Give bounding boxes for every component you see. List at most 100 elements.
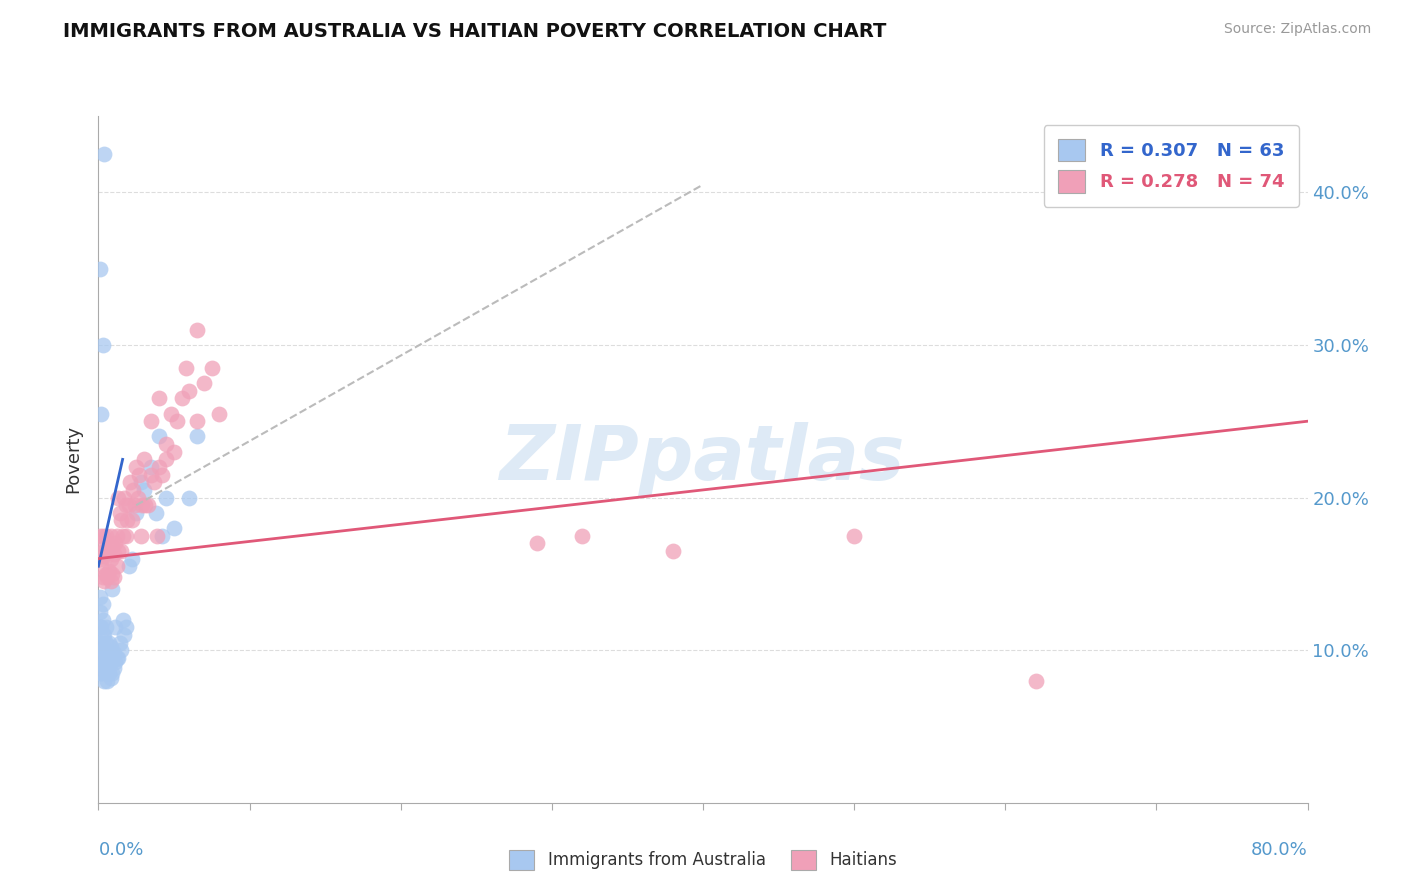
Point [103,570,125,584]
Point [844,529,866,543]
Point [89,605,111,619]
Point [160,407,183,421]
Point [101,540,124,554]
Point [186,323,208,337]
Point [91,613,114,627]
Point [129,475,152,490]
Y-axis label: Poverty: Poverty [65,425,83,493]
Point [108,506,131,520]
Point [111,613,134,627]
Point [104,536,127,550]
Point [89,529,111,543]
Point [103,646,125,660]
Point [94,620,117,634]
Point [90,666,112,681]
Point [111,529,134,543]
Point [110,513,132,527]
Point [89,620,111,634]
Point [146,529,169,543]
Point [90,559,112,574]
Point [1024,673,1046,688]
Legend: Immigrants from Australia, Haitians: Immigrants from Australia, Haitians [502,843,904,877]
Point [155,437,177,451]
Point [121,551,143,566]
Point [136,498,159,512]
Point [91,549,114,563]
Point [125,460,148,475]
Point [100,671,122,685]
Point [148,392,170,406]
Point [132,483,155,497]
Point [100,551,122,566]
Point [90,666,112,681]
Point [128,467,150,482]
Point [93,673,115,688]
Point [122,483,145,497]
Point [155,491,177,505]
Point [143,475,166,490]
Point [101,566,124,581]
Point [101,650,124,665]
Point [89,635,111,649]
Point [98,540,121,554]
Point [94,566,117,581]
Point [166,414,188,428]
Point [90,536,112,550]
Point [141,414,163,428]
Point [91,529,114,543]
Point [148,429,170,443]
Text: 0.0%: 0.0% [98,840,143,859]
Point [208,407,231,421]
Point [150,529,173,543]
Point [174,360,197,375]
Point [148,460,170,475]
Point [118,559,141,574]
Text: Source: ZipAtlas.com: Source: ZipAtlas.com [1223,22,1371,37]
Point [134,498,156,512]
Point [105,559,128,574]
Point [94,529,117,543]
Point [115,513,138,527]
Point [105,529,128,543]
Point [89,650,111,665]
Point [91,338,114,352]
Point [100,529,122,543]
Point [93,643,115,657]
Point [98,635,121,649]
Point [118,498,141,512]
Point [179,491,201,505]
Point [89,261,111,276]
Point [96,658,118,673]
Point [186,414,208,428]
Text: IMMIGRANTS FROM AUSTRALIA VS HAITIAN POVERTY CORRELATION CHART: IMMIGRANTS FROM AUSTRALIA VS HAITIAN POV… [63,22,887,41]
Point [131,498,153,512]
Point [98,650,121,665]
Point [112,491,135,505]
Point [104,656,127,670]
Point [100,574,122,589]
Point [98,666,121,681]
Point [91,570,114,584]
Point [100,656,122,670]
Point [179,384,201,398]
Point [93,574,115,589]
Point [103,661,125,675]
Point [110,544,132,558]
Point [100,640,122,654]
Point [93,658,115,673]
Point [93,147,115,161]
Point [94,666,117,681]
Point [170,392,193,406]
Point [96,673,118,688]
Legend: R = 0.307   N = 63, R = 0.278   N = 74: R = 0.307 N = 63, R = 0.278 N = 74 [1043,125,1299,207]
Point [127,491,149,505]
Point [90,407,112,421]
Point [132,452,155,467]
Point [98,564,121,578]
Point [96,544,118,558]
Point [125,506,148,520]
Point [105,650,128,665]
Point [141,460,163,475]
Point [114,620,136,634]
Point [101,582,124,596]
